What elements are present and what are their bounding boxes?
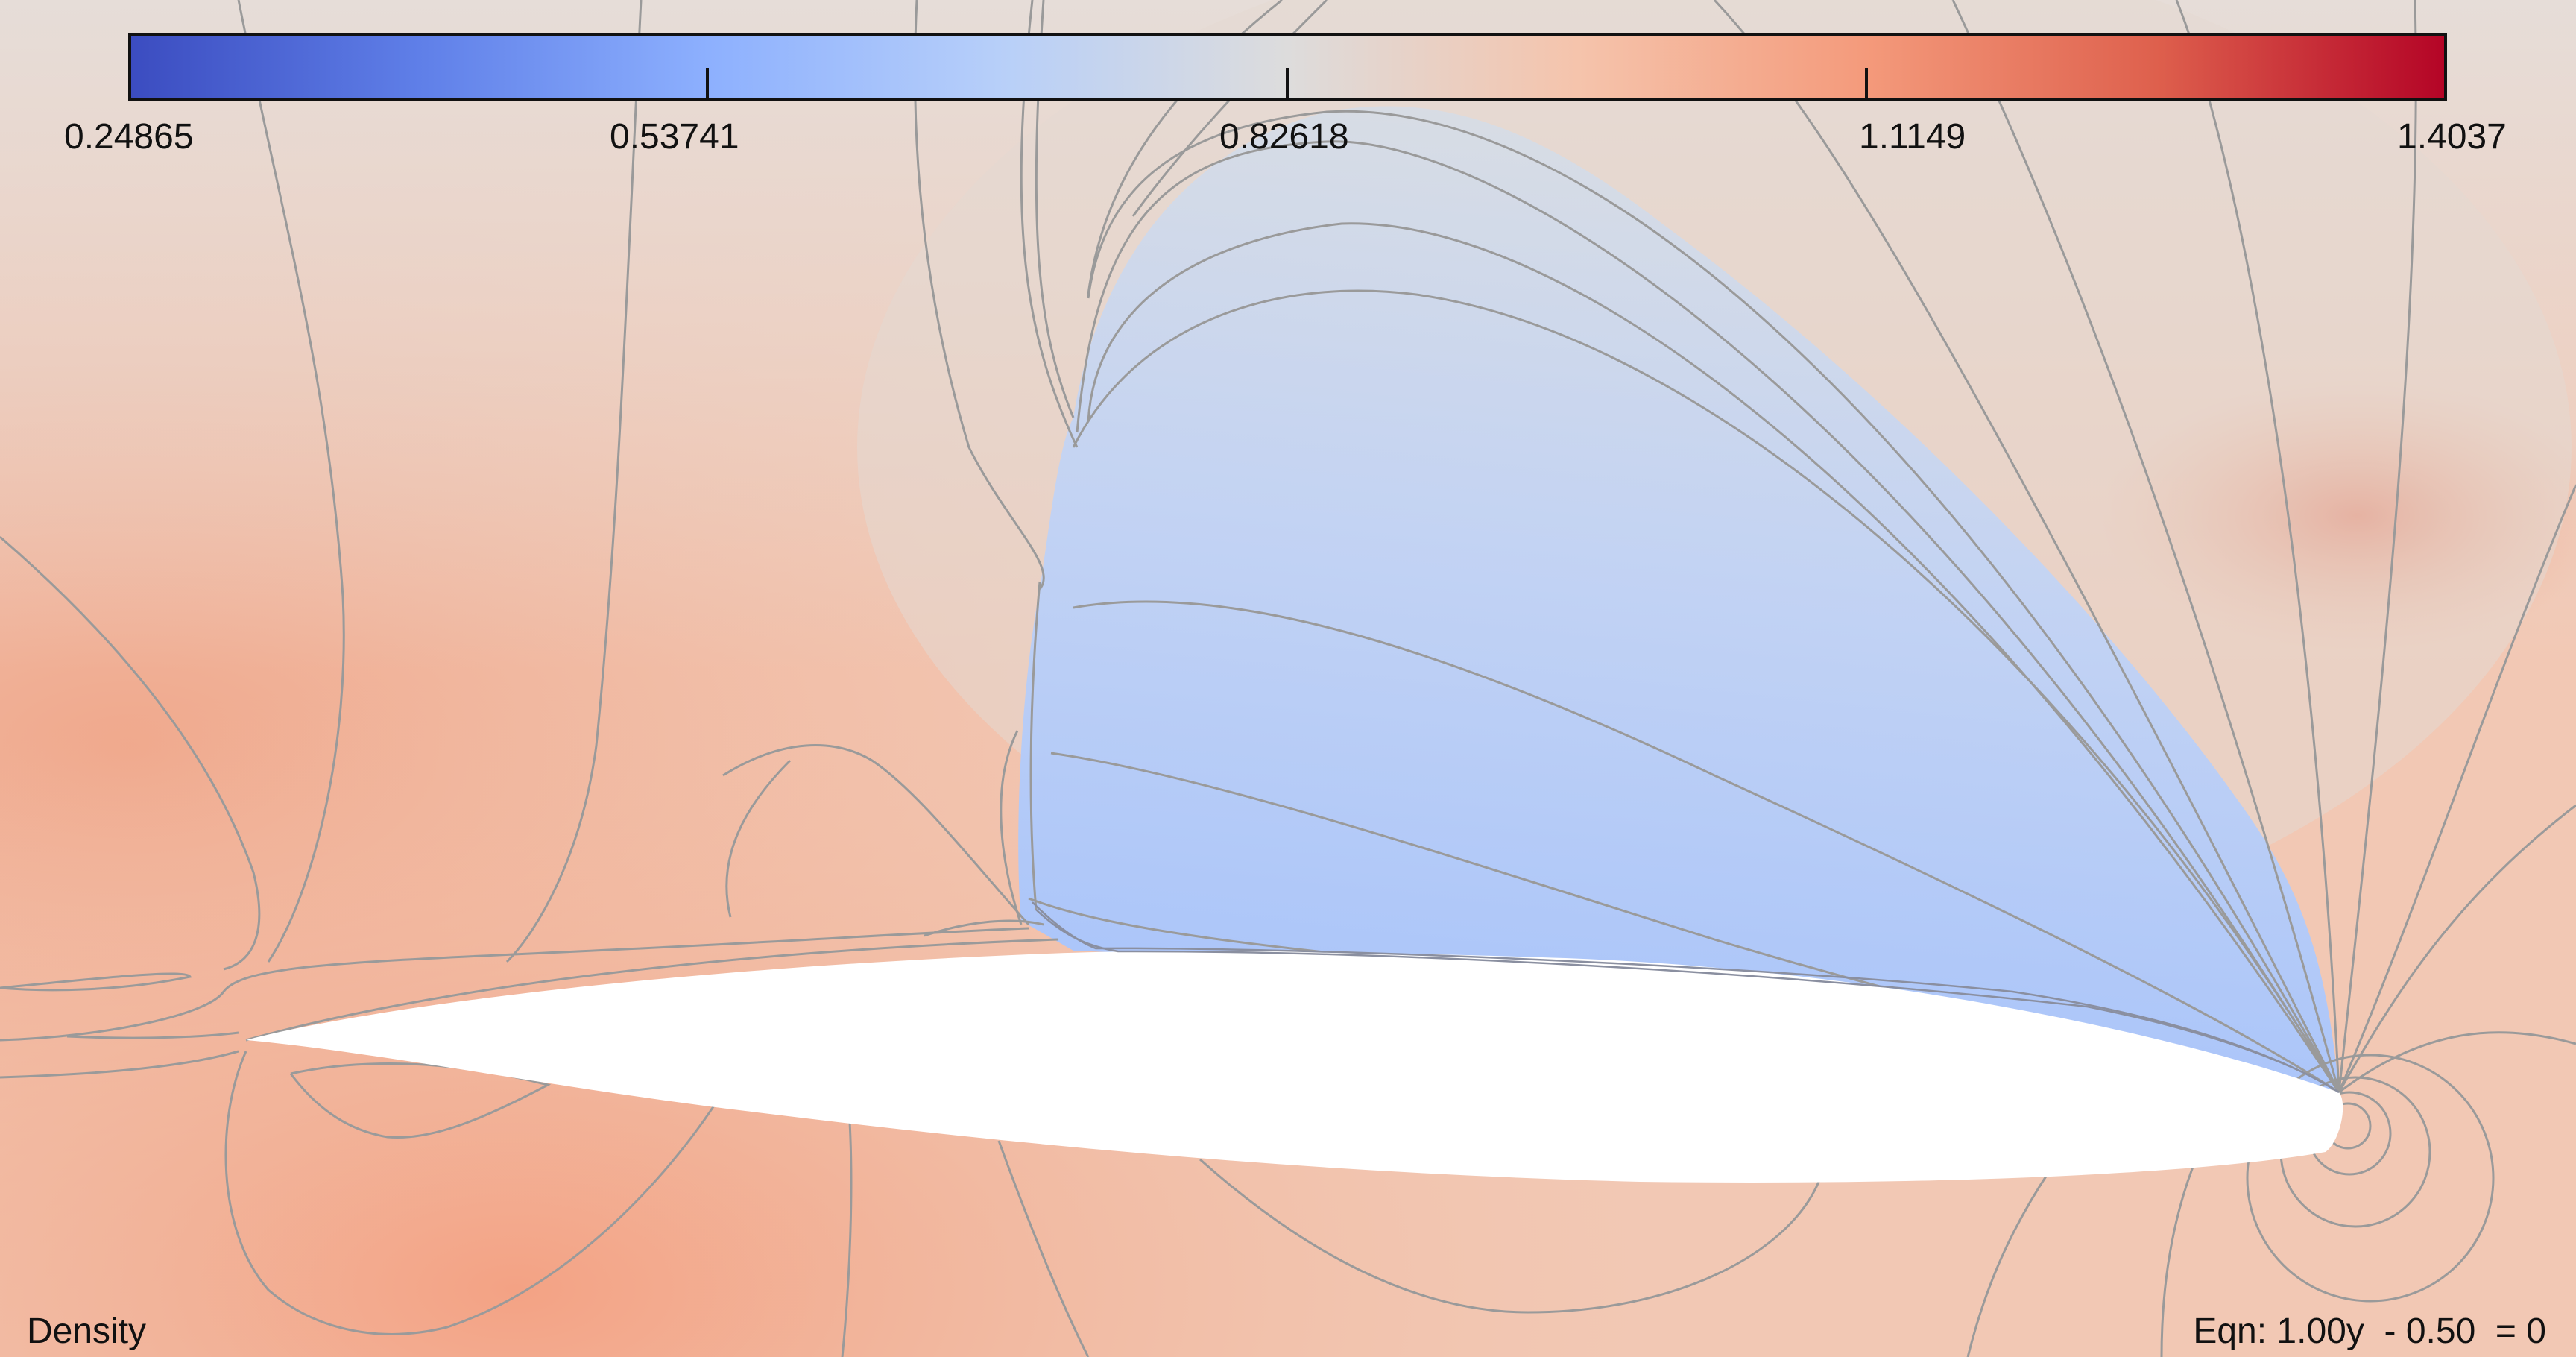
scale-tick-label: 0.24865 [64, 117, 194, 157]
color-scale-bar [128, 33, 2447, 101]
scale-tick-label: 0.82618 [1219, 117, 1349, 157]
scale-tick-label: 1.4037 [2397, 117, 2507, 157]
airfoil-body [246, 951, 2343, 1183]
scale-tick-label: 0.53741 [610, 117, 739, 157]
low-density-region [1018, 106, 2339, 1093]
scalar-bar-title: Density [27, 1312, 147, 1351]
slice-equation-label: Eqn: 1.00y - 0.50 = 0 [2193, 1312, 2546, 1351]
scale-tick-label: 1.1149 [1859, 117, 1966, 157]
